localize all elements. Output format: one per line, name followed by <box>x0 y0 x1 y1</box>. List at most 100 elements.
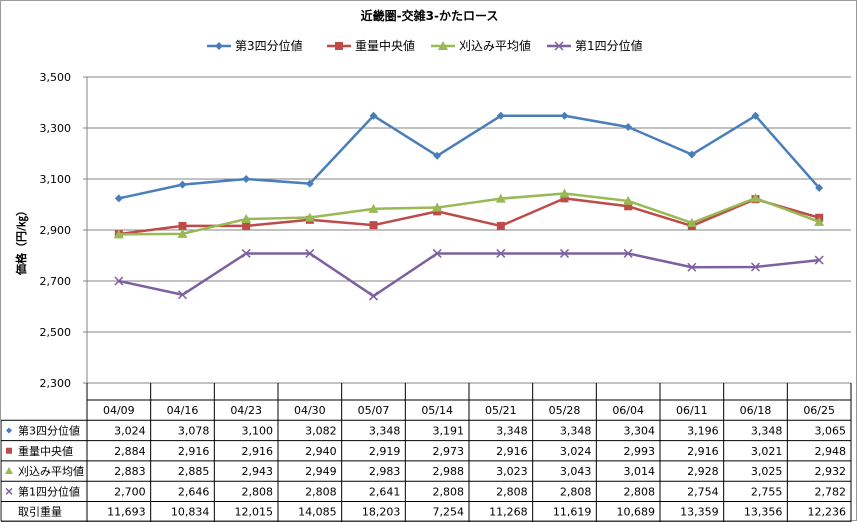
row-key-marker <box>6 447 12 454</box>
x-tick-label: 04/09 <box>103 404 135 417</box>
table-cell: 18,203 <box>362 506 401 519</box>
data-point <box>814 255 824 265</box>
data-point <box>559 248 570 258</box>
legend-marker <box>215 42 223 50</box>
row-header: 刈込み平均値 <box>18 465 84 478</box>
data-point <box>815 183 824 192</box>
table-row: 第3四分位値 3,024 3,078 3,100 3,082 3,348 3,191 3,34… <box>6 423 846 437</box>
data-point-stroke-b <box>559 248 570 258</box>
series-line <box>118 197 820 236</box>
legend-label: 刈込み平均値 <box>459 38 531 53</box>
data-point-stroke-b <box>623 248 633 258</box>
data-point-stroke-b <box>177 290 188 300</box>
table-cell: 3,023 <box>496 465 528 478</box>
x-tick-label: 04/30 <box>294 404 326 417</box>
legend-marker <box>438 41 448 50</box>
table-cell: 3,082 <box>305 424 337 437</box>
table-cell: 2,993 <box>624 445 656 458</box>
legend-label: 重量中央値 <box>355 38 415 53</box>
table-cell: 12,015 <box>235 506 274 519</box>
table-cell: 7,254 <box>433 506 465 519</box>
table-cell: 12,236 <box>808 506 847 519</box>
x-tick-label: 06/04 <box>612 404 644 417</box>
data-point-stroke-b <box>368 291 379 301</box>
row-header: 取引重量 <box>18 505 62 519</box>
series-line <box>118 252 820 298</box>
data-point-stroke-b <box>750 262 761 272</box>
row-header: 重量中央値 <box>18 444 73 458</box>
table-cell: 2,919 <box>369 445 401 458</box>
table-row: 刈込み平均値 2,883 2,885 2,943 2,949 2,983 2,988 3,02… <box>5 465 846 478</box>
table-cell: 3,348 <box>496 424 528 437</box>
table-cell: 2,940 <box>305 445 337 458</box>
series-2 <box>114 194 824 239</box>
table-cell: 2,988 <box>433 465 465 478</box>
legend-item: 刈込み平均値 <box>431 38 531 53</box>
y-axis-title: 価格（円/㎏） <box>14 205 29 276</box>
legend-label: 第1四分位値 <box>575 38 643 53</box>
data-point <box>687 262 697 272</box>
y-tick-label: 3,500 <box>40 71 72 84</box>
table-cell: 3,024 <box>560 445 592 458</box>
data-point <box>242 221 251 230</box>
data-point <box>178 180 187 189</box>
series-line <box>118 114 821 200</box>
x-tick-label: 05/14 <box>421 404 453 417</box>
table-cell: 3,025 <box>751 465 783 478</box>
y-tick-label: 2,700 <box>40 275 72 288</box>
table-cell: 2,808 <box>433 485 465 498</box>
table-cell: 2,932 <box>815 465 847 478</box>
table-cell: 2,700 <box>114 485 146 498</box>
table-cell: 2,808 <box>624 485 656 498</box>
series-4 <box>114 248 824 301</box>
data-point-stroke-b <box>687 262 697 272</box>
data-point <box>369 221 378 230</box>
data-point <box>113 229 124 239</box>
x-tick-label: 04/23 <box>230 404 262 417</box>
y-tick-label: 2,300 <box>40 377 72 390</box>
data-point <box>305 179 314 188</box>
table-cell: 2,916 <box>687 445 719 458</box>
legend: 第3四分位値 重量中央値 刈込み平均値 第1四分位値 <box>207 38 643 53</box>
data-point <box>304 212 315 222</box>
table-cell: 3,348 <box>751 424 783 437</box>
table-cell: 2,949 <box>305 465 337 478</box>
table-cell: 2,916 <box>178 445 210 458</box>
table-cell: 11,268 <box>489 506 528 519</box>
data-point <box>814 216 825 226</box>
x-tick-label: 06/25 <box>803 404 835 417</box>
row-key-marker <box>6 427 12 434</box>
y-axis: 2,300 2,500 2,700 2,900 3,100 3,300 3,500 <box>40 71 88 390</box>
row-key-marker <box>5 487 13 495</box>
data-point <box>177 290 188 300</box>
data-point <box>241 248 251 258</box>
series-3 <box>113 188 825 239</box>
table-cell: 11,693 <box>107 506 146 519</box>
legend-marker <box>335 42 343 50</box>
table-cell: 3,043 <box>560 465 592 478</box>
data-point <box>686 217 697 227</box>
data-point <box>496 248 506 258</box>
legend-label: 第3四分位値 <box>235 38 303 53</box>
table-cell: 3,014 <box>624 465 656 478</box>
data-point <box>178 221 187 230</box>
x-tick-label: 05/21 <box>485 404 517 417</box>
data-point <box>177 228 188 238</box>
table-cell: 2,755 <box>751 485 783 498</box>
table-cell: 2,641 <box>369 485 401 498</box>
data-point <box>241 214 252 224</box>
table-cell: 2,808 <box>242 485 274 498</box>
table-cell: 2,808 <box>496 485 528 498</box>
legend-item: 第1四分位値 <box>547 38 643 53</box>
data-point <box>496 221 505 230</box>
x-tick-label: 05/28 <box>549 404 581 417</box>
series-1 <box>114 111 824 203</box>
table-cell: 2,808 <box>305 485 337 498</box>
data-point <box>495 193 506 203</box>
data-point <box>623 195 634 205</box>
data-point-stroke-b <box>114 276 124 286</box>
x-tick-label: 04/16 <box>167 404 199 417</box>
data-point <box>368 291 379 301</box>
